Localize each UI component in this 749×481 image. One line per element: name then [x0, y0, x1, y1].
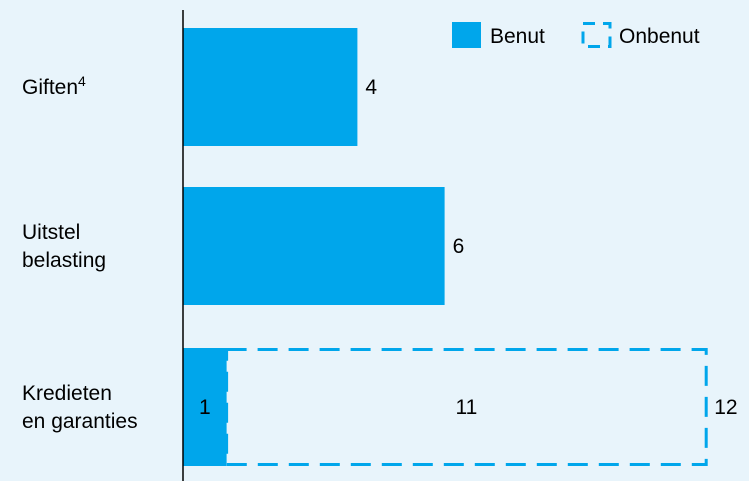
legend-label-benut: Benut — [490, 25, 545, 48]
legend-label-onbenut: Onbenut — [619, 25, 700, 48]
value-label-total-kredieten-en-garanties: 12 — [714, 396, 737, 419]
bars-layer — [183, 28, 708, 466]
value-label-onbenut-kredieten-en-garanties: 11 — [455, 396, 477, 419]
legend-swatch-benut — [452, 22, 481, 48]
bar-benut-kredieten-en-garanties — [183, 348, 227, 466]
bar-benut-uitstel-belasting — [183, 187, 445, 305]
legend-swatch-onbenut — [581, 22, 612, 48]
legend: Benut Onbenut — [452, 22, 700, 48]
category-label-uitstel-belasting: Uitstel belasting — [22, 221, 106, 272]
value-label-benut-kredieten-en-garanties: 1 — [199, 396, 211, 419]
category-label-kredieten-en-garanties: Kredieten en garanties — [22, 382, 138, 433]
category-label-giften: Giften4 — [22, 73, 86, 99]
value-label-benut-uitstel-belasting: 6 — [453, 235, 465, 258]
labels-layer: Giften4 4 Uitstel belasting 6 Kredieten en gar… — [22, 73, 738, 433]
bar-onbenut-kredieten-en-garanties — [225, 348, 708, 466]
value-label-benut-giften: 4 — [365, 76, 377, 99]
bar-benut-giften — [183, 28, 358, 146]
